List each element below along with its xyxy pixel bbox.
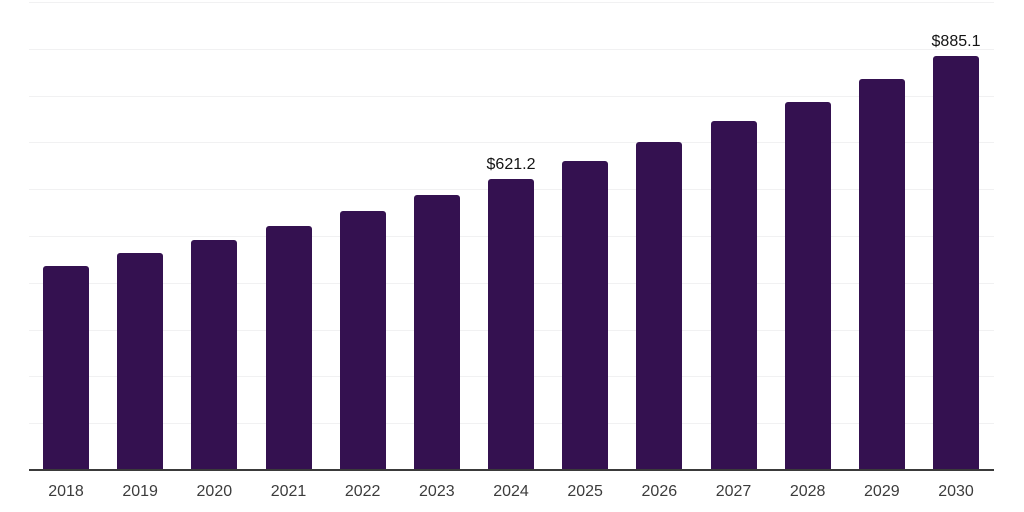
x-tick-label-2030: 2030 — [938, 483, 974, 500]
bar-2030[interactable] — [933, 55, 979, 470]
bar-2019[interactable] — [117, 252, 164, 470]
x-tick-label-2027: 2027 — [715, 483, 752, 500]
x-axis-line — [29, 469, 994, 471]
bar-2024[interactable] — [488, 179, 534, 470]
bar-2026[interactable] — [636, 142, 683, 470]
gridline — [29, 48, 994, 50]
x-tick-label-2018: 2018 — [48, 483, 84, 500]
bar-2022[interactable] — [339, 211, 386, 470]
x-tick-label-2020: 2020 — [196, 483, 233, 500]
x-tick-label-2025: 2025 — [567, 483, 603, 500]
gridline — [29, 2, 994, 3]
x-tick-label-2028: 2028 — [789, 483, 826, 500]
gridline — [29, 95, 994, 97]
x-tick-label-2021: 2021 — [270, 483, 307, 500]
bar-2018[interactable] — [43, 265, 89, 470]
bar-2020[interactable] — [191, 239, 238, 470]
bar-2023[interactable] — [413, 195, 460, 470]
plot-area: $621.2 $885.1 — [29, 0, 994, 471]
bar-2021[interactable] — [265, 226, 312, 470]
data-label-2030: $885.1 — [931, 32, 981, 50]
x-tick-label-2024: 2024 — [493, 483, 529, 500]
bar-2028[interactable] — [784, 101, 831, 470]
gridline — [29, 142, 994, 144]
bar-2025[interactable] — [562, 161, 609, 470]
bar-2027[interactable] — [710, 121, 757, 470]
data-label-2024: $621.2 — [486, 156, 536, 174]
bar-2029[interactable] — [858, 78, 905, 470]
x-tick-label-2022: 2022 — [344, 483, 381, 500]
x-tick-label-2023: 2023 — [419, 483, 455, 500]
x-tick-label-2019: 2019 — [122, 483, 158, 500]
x-tick-label-2029: 2029 — [864, 483, 900, 500]
x-tick-label-2026: 2026 — [641, 483, 678, 500]
